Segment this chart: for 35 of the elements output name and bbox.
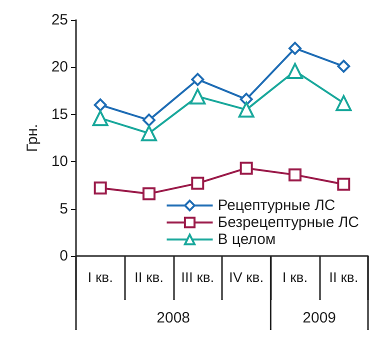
- point: [190, 88, 206, 104]
- point: [94, 98, 107, 112]
- point: [337, 60, 350, 73]
- point: [337, 178, 350, 191]
- x-tick-label: II кв.: [134, 269, 164, 285]
- point: [141, 125, 157, 142]
- point: [287, 62, 303, 79]
- x-tick-label: I кв.: [282, 269, 308, 285]
- point: [336, 95, 352, 112]
- point: [92, 110, 108, 126]
- point: [240, 162, 253, 175]
- y-tick-label: 15: [51, 106, 68, 123]
- y-tick-label: 5: [60, 200, 68, 218]
- point: [288, 42, 302, 55]
- y-axis-title: Грн.: [24, 124, 41, 152]
- y-tick-label: 10: [51, 153, 68, 170]
- x-tick-label: I кв.: [88, 269, 113, 285]
- x-tick-label: IV кв.: [229, 269, 264, 285]
- y-tick-label: 20: [51, 58, 68, 76]
- point: [238, 102, 254, 118]
- x-tick-label: II кв.: [329, 269, 358, 285]
- legend-label: Безрецептурные ЛС: [218, 214, 360, 231]
- point: [191, 72, 204, 86]
- y-tick-label: 0: [60, 248, 68, 264]
- y-tick-label: 25: [51, 12, 68, 28]
- point: [142, 114, 156, 127]
- point: [94, 182, 107, 195]
- point: [288, 168, 302, 182]
- text: 2009: [302, 310, 336, 326]
- x-tick-label: III кв.: [181, 269, 214, 285]
- text: 2008: [156, 310, 190, 326]
- legend-label: Рецептурные ЛС: [218, 197, 336, 214]
- legend-label: В целом: [218, 231, 276, 248]
- point: [191, 176, 204, 190]
- point: [142, 187, 156, 200]
